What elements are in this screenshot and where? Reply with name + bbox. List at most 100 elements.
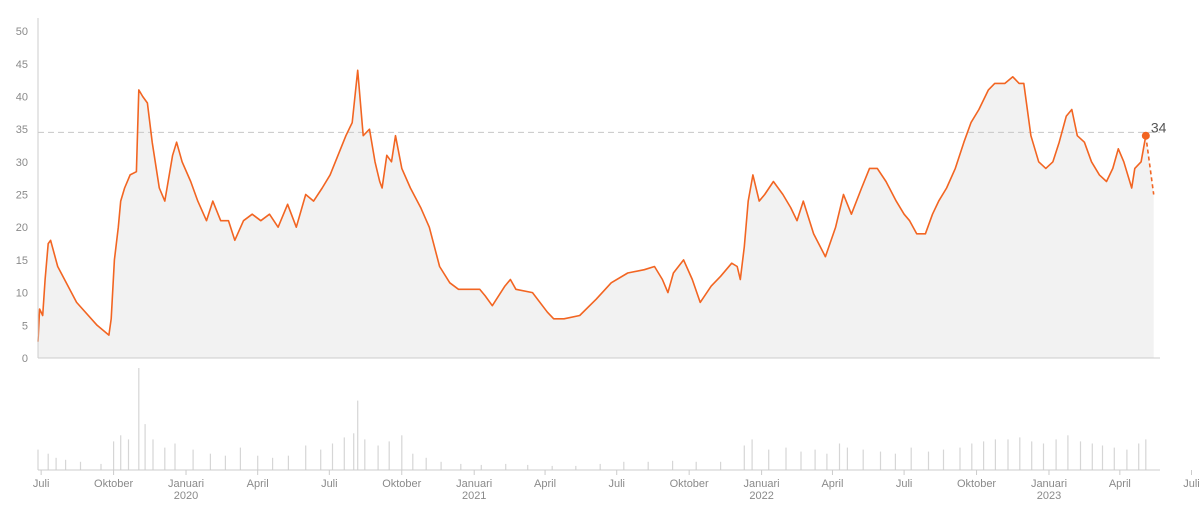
volume-bar [927,451,930,470]
volume-bar [826,453,828,470]
volume-bar [55,457,57,470]
volume-bar [1113,447,1115,470]
y-tick-label: 30 [16,157,28,169]
volume-bar [1067,435,1069,470]
volume-bar [120,435,122,470]
volume-bar [480,464,482,470]
volume-bar [100,463,102,470]
y-tick-label: 10 [16,288,28,300]
volume-bar [440,461,442,470]
x-tick-label: Juli [896,478,913,490]
volume-bar [37,449,39,470]
y-tick-label: 40 [16,91,28,103]
volume-bar [942,449,945,470]
volume-bar [412,453,414,470]
y-tick-label: 5 [22,320,28,332]
volume-bar [401,435,403,470]
volume-bar [1042,443,1045,470]
volume-bar [959,447,961,470]
volume-bar [695,461,697,470]
y-tick-label: 15 [16,255,28,267]
x-tick-label: Juli [321,478,338,490]
volume-bar [1055,439,1057,470]
volume-bar [79,461,82,470]
volume-bar [983,441,985,470]
x-tick-label: Januari [744,478,780,490]
volume-bar [287,455,289,470]
volume-bar [623,461,625,470]
volume-bar [425,457,427,470]
y-tick-label: 20 [16,222,28,234]
end-value-label: 34 [1151,120,1167,136]
volume-bar [1079,441,1082,470]
x-tick-year: 2021 [462,490,486,502]
x-tick-label: Juli [33,478,50,490]
x-tick-label: Oktober [670,478,709,490]
volume-bar [1007,439,1009,470]
volume-bar [272,457,274,470]
volume-bar [224,455,226,470]
x-tick-label: Oktober [382,478,421,490]
volume-bar [1031,441,1033,470]
volume-bar [331,443,334,470]
volume-bar [1101,445,1104,470]
x-axis-ticks: Juli Oktober Januari 2020 April Juli Oktober Ja… [33,470,1200,502]
volume-bar [672,460,674,470]
x-tick-label: Oktober [94,478,133,490]
volume-bar [1019,437,1021,470]
x-tick-label: April [821,478,843,490]
volume-bar [814,449,816,470]
volume-bar [1091,443,1093,470]
volume-bar [505,463,507,470]
volume-bar [152,439,154,470]
volume-bar [209,453,211,470]
volume-bar [994,439,996,470]
x-tick-year: 2023 [1037,490,1061,502]
volume-bar [575,465,577,470]
x-tick-label: Januari [1031,478,1067,490]
volume-bar [1145,439,1147,470]
volume-bars [37,368,1147,470]
volume-bar [113,441,115,470]
volume-bar [357,400,359,470]
y-axis-ticks: 0 5 10 15 20 25 30 35 40 45 50 [16,26,28,365]
volume-bar [65,459,67,470]
y-tick-label: 35 [16,124,28,136]
volume-bar [343,437,345,470]
y-tick-label: 0 [22,353,28,365]
volume-bar [320,449,322,470]
x-tick-year: 2022 [749,490,773,502]
x-tick-year: 2020 [174,490,198,502]
volume-bar [894,453,896,470]
x-tick-label: April [1109,478,1131,490]
volume-bar [846,447,848,470]
x-tick-label: Oktober [957,478,996,490]
volume-bar [1126,449,1128,470]
y-tick-label: 25 [16,190,28,202]
x-tick-label: Januari [456,478,492,490]
volume-bar [743,445,745,470]
y-tick-label: 50 [16,26,28,38]
volume-bar [862,449,864,470]
volume-bar [164,447,166,470]
volume-bar [192,449,194,470]
volume-bar [239,447,241,470]
volume-bar [1138,443,1140,470]
volume-bar [785,447,787,470]
volume-bar [47,453,49,470]
x-tick-label: Juli [608,478,625,490]
volume-bar [647,461,649,470]
end-point-marker [1141,131,1150,140]
volume-bar [599,463,601,470]
x-tick-label: April [534,478,556,490]
volume-bar [460,463,462,470]
volume-bar [353,433,355,470]
volume-bar [551,465,553,470]
volume-bar [127,439,130,470]
volume-bar [838,443,841,470]
volume-bar [138,368,140,470]
volume-bar [257,455,259,470]
volume-bar [527,464,529,470]
